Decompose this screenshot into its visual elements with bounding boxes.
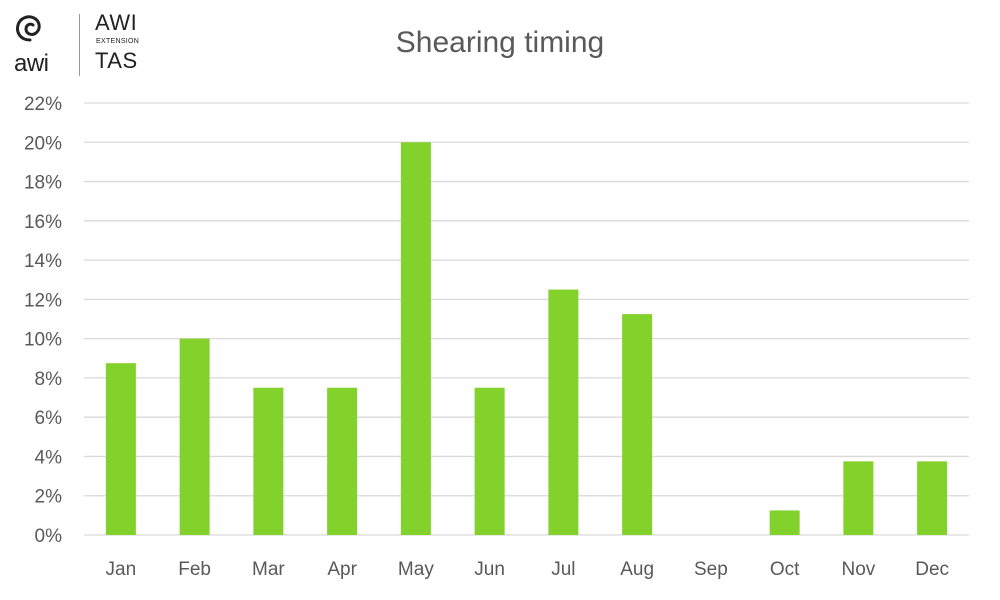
y-tick-labels: 0% 2% 4% 6% 8% 10% 12% 14% 16% 18% 20% 22% — [24, 94, 62, 547]
y-tick-label: 14% — [24, 251, 62, 272]
y-tick-label: 4% — [35, 447, 63, 468]
logo-extension-text: EXTENSION — [96, 38, 140, 45]
y-tick-label: 8% — [35, 369, 63, 390]
bar-may — [400, 142, 431, 536]
x-tick-label-apr: Apr — [327, 559, 357, 580]
x-tick-label-feb: Feb — [178, 559, 211, 580]
awi-swirl-icon — [16, 15, 41, 42]
logo-divider — [79, 14, 80, 76]
x-tick-label-may: May — [398, 559, 434, 580]
x-tick-label-aug: Aug — [620, 559, 654, 580]
gridlines — [84, 102, 969, 536]
y-tick-label: 22% — [24, 94, 62, 115]
x-tick-labels: Jan Feb Mar Apr May Jun Jul Aug Sep Oct Nov Dec — [106, 559, 949, 580]
bars — [105, 142, 948, 536]
y-tick-label: 20% — [24, 133, 62, 154]
bar-jul — [548, 289, 579, 535]
x-tick-label-nov: Nov — [841, 559, 875, 580]
x-tick-label-jan: Jan — [106, 559, 137, 580]
y-tick-label: 10% — [24, 330, 62, 351]
bar-aug — [622, 314, 653, 535]
bar-dec — [917, 461, 948, 535]
bar-jun — [474, 387, 505, 535]
bar-jan — [105, 363, 136, 535]
bar-nov — [843, 461, 874, 535]
bar-feb — [179, 338, 210, 535]
bar-oct — [769, 510, 800, 535]
bar-apr — [327, 387, 358, 535]
bar-mar — [253, 387, 284, 535]
y-tick-label: 16% — [24, 212, 62, 233]
x-tick-label-sep: Sep — [694, 559, 728, 580]
logo-tas-text: TAS — [95, 48, 138, 73]
y-tick-label: 2% — [35, 487, 63, 508]
x-tick-label-jul: Jul — [551, 559, 575, 580]
logo-awi-wordmark: awi — [14, 50, 49, 77]
y-tick-label: 0% — [35, 526, 63, 547]
chart-title: Shearing timing — [395, 26, 605, 59]
x-tick-label-oct: Oct — [770, 559, 800, 580]
logo-awi-text: AWI — [95, 10, 138, 35]
x-tick-label-jun: Jun — [474, 559, 505, 580]
awi-extension-tas-logo: awi AWI EXTENSION TAS — [0, 0, 160, 90]
y-tick-label: 18% — [24, 173, 62, 194]
y-tick-label: 6% — [35, 408, 63, 429]
x-tick-label-dec: Dec — [915, 559, 949, 580]
y-tick-label: 12% — [24, 290, 62, 311]
x-tick-label-mar: Mar — [252, 559, 285, 580]
